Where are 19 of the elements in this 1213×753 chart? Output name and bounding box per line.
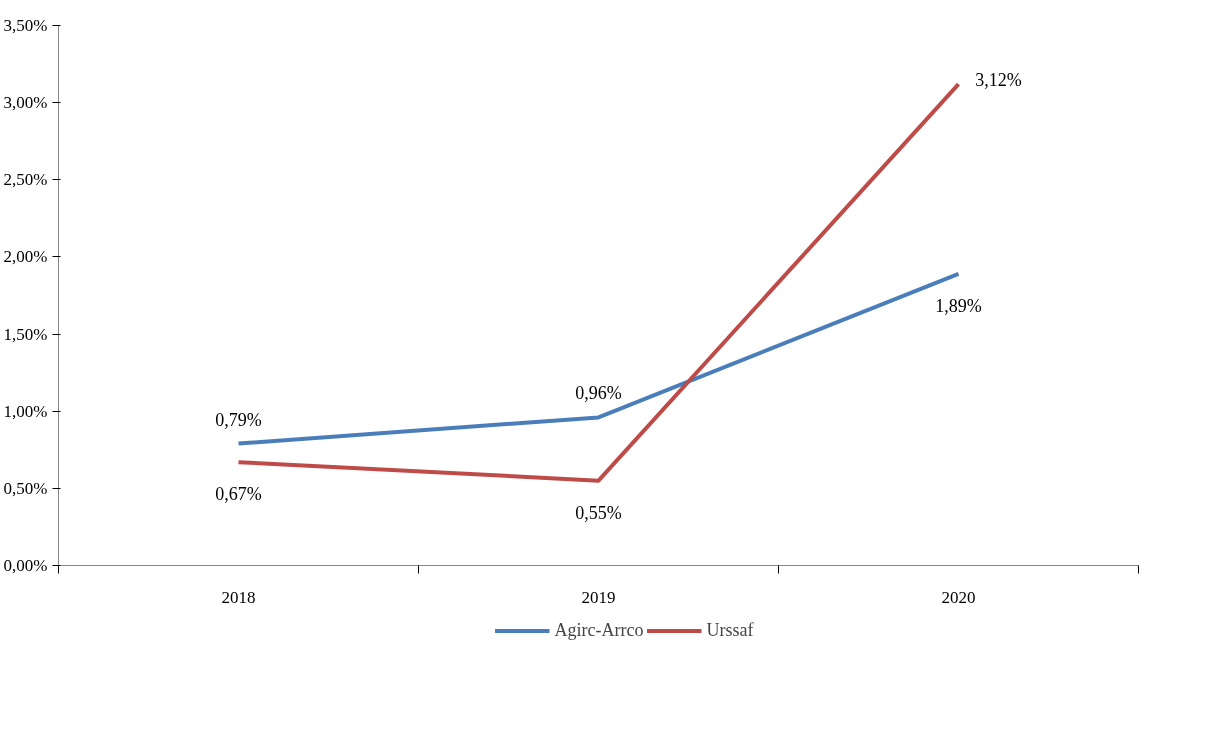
y-tick-label: 0,00% <box>3 556 48 575</box>
y-tick-label: 0,50% <box>3 478 48 498</box>
x-tick-label: 2018 <box>221 587 256 607</box>
y-tick-label: 3,50% <box>3 16 48 35</box>
y-tick-label: 2,00% <box>3 247 48 267</box>
data-label: 0,79% <box>215 409 262 430</box>
y-tick-label: 1,00% <box>3 401 48 421</box>
y-tick-label: 3,00% <box>3 93 48 113</box>
data-label: 1,89% <box>935 295 982 316</box>
data-label: 3,12% <box>975 70 1022 91</box>
y-tick-label: 2,50% <box>3 170 48 190</box>
x-tick-label: 2019 <box>581 587 616 607</box>
data-label: 0,67% <box>215 484 262 505</box>
legend-label: Agirc-Arrco <box>554 619 644 641</box>
data-label: 0,96% <box>575 383 622 404</box>
x-tick-label: 2020 <box>941 587 976 607</box>
legend-label: Urssaf <box>706 619 754 641</box>
y-tick-label: 1,50% <box>3 324 48 344</box>
data-label: 0,55% <box>575 502 622 523</box>
